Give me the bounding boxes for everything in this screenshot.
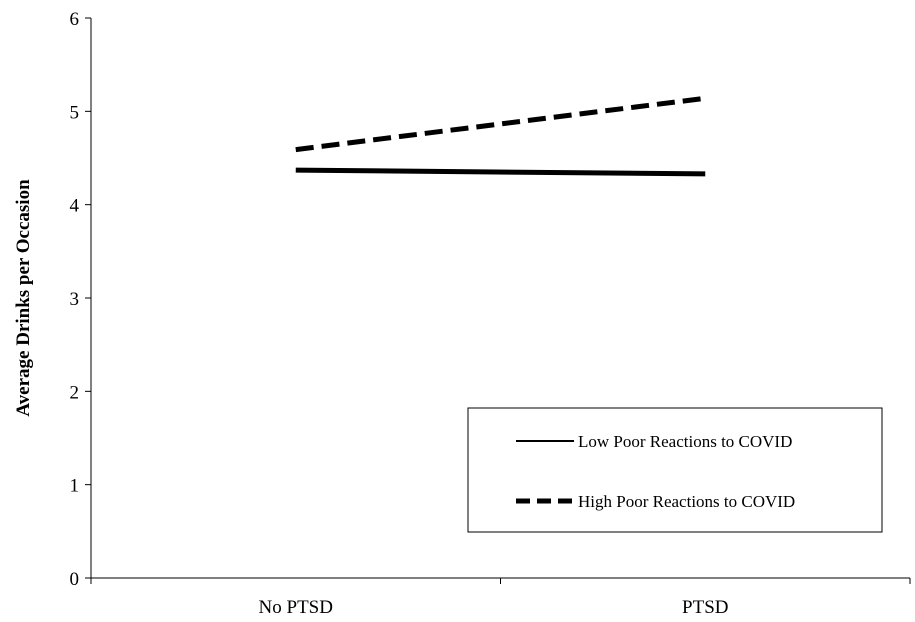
y-tick-label: 5: [70, 102, 80, 123]
series-line-low: [295, 167, 706, 177]
y-tick-label: 1: [70, 476, 80, 497]
y-ticks: 0 1 2 3 4 5 6: [70, 9, 91, 590]
legend: Low Poor Reactions to COVID High Poor Rea…: [467, 407, 883, 533]
y-tick-label: 3: [70, 289, 80, 310]
legend-box: [467, 407, 883, 533]
y-tick-label: 2: [70, 382, 80, 403]
series-layer: [295, 95, 706, 177]
x-ticks: No PTSD PTSD: [90, 578, 911, 618]
legend-label: High Poor Reactions to COVID: [578, 492, 795, 511]
y-tick-label: 4: [70, 196, 80, 217]
legend-label: Low Poor Reactions to COVID: [578, 432, 792, 451]
series-line-high: [295, 95, 706, 153]
legend-items: Low Poor Reactions to COVID High Poor Rea…: [516, 432, 795, 511]
y-tick-label: 6: [70, 9, 80, 30]
y-axis-title: Average Drinks per Occasion: [13, 179, 34, 417]
x-tick-label: PTSD: [682, 597, 728, 618]
y-tick-label: 0: [70, 569, 80, 590]
x-tick-label: No PTSD: [259, 597, 333, 618]
